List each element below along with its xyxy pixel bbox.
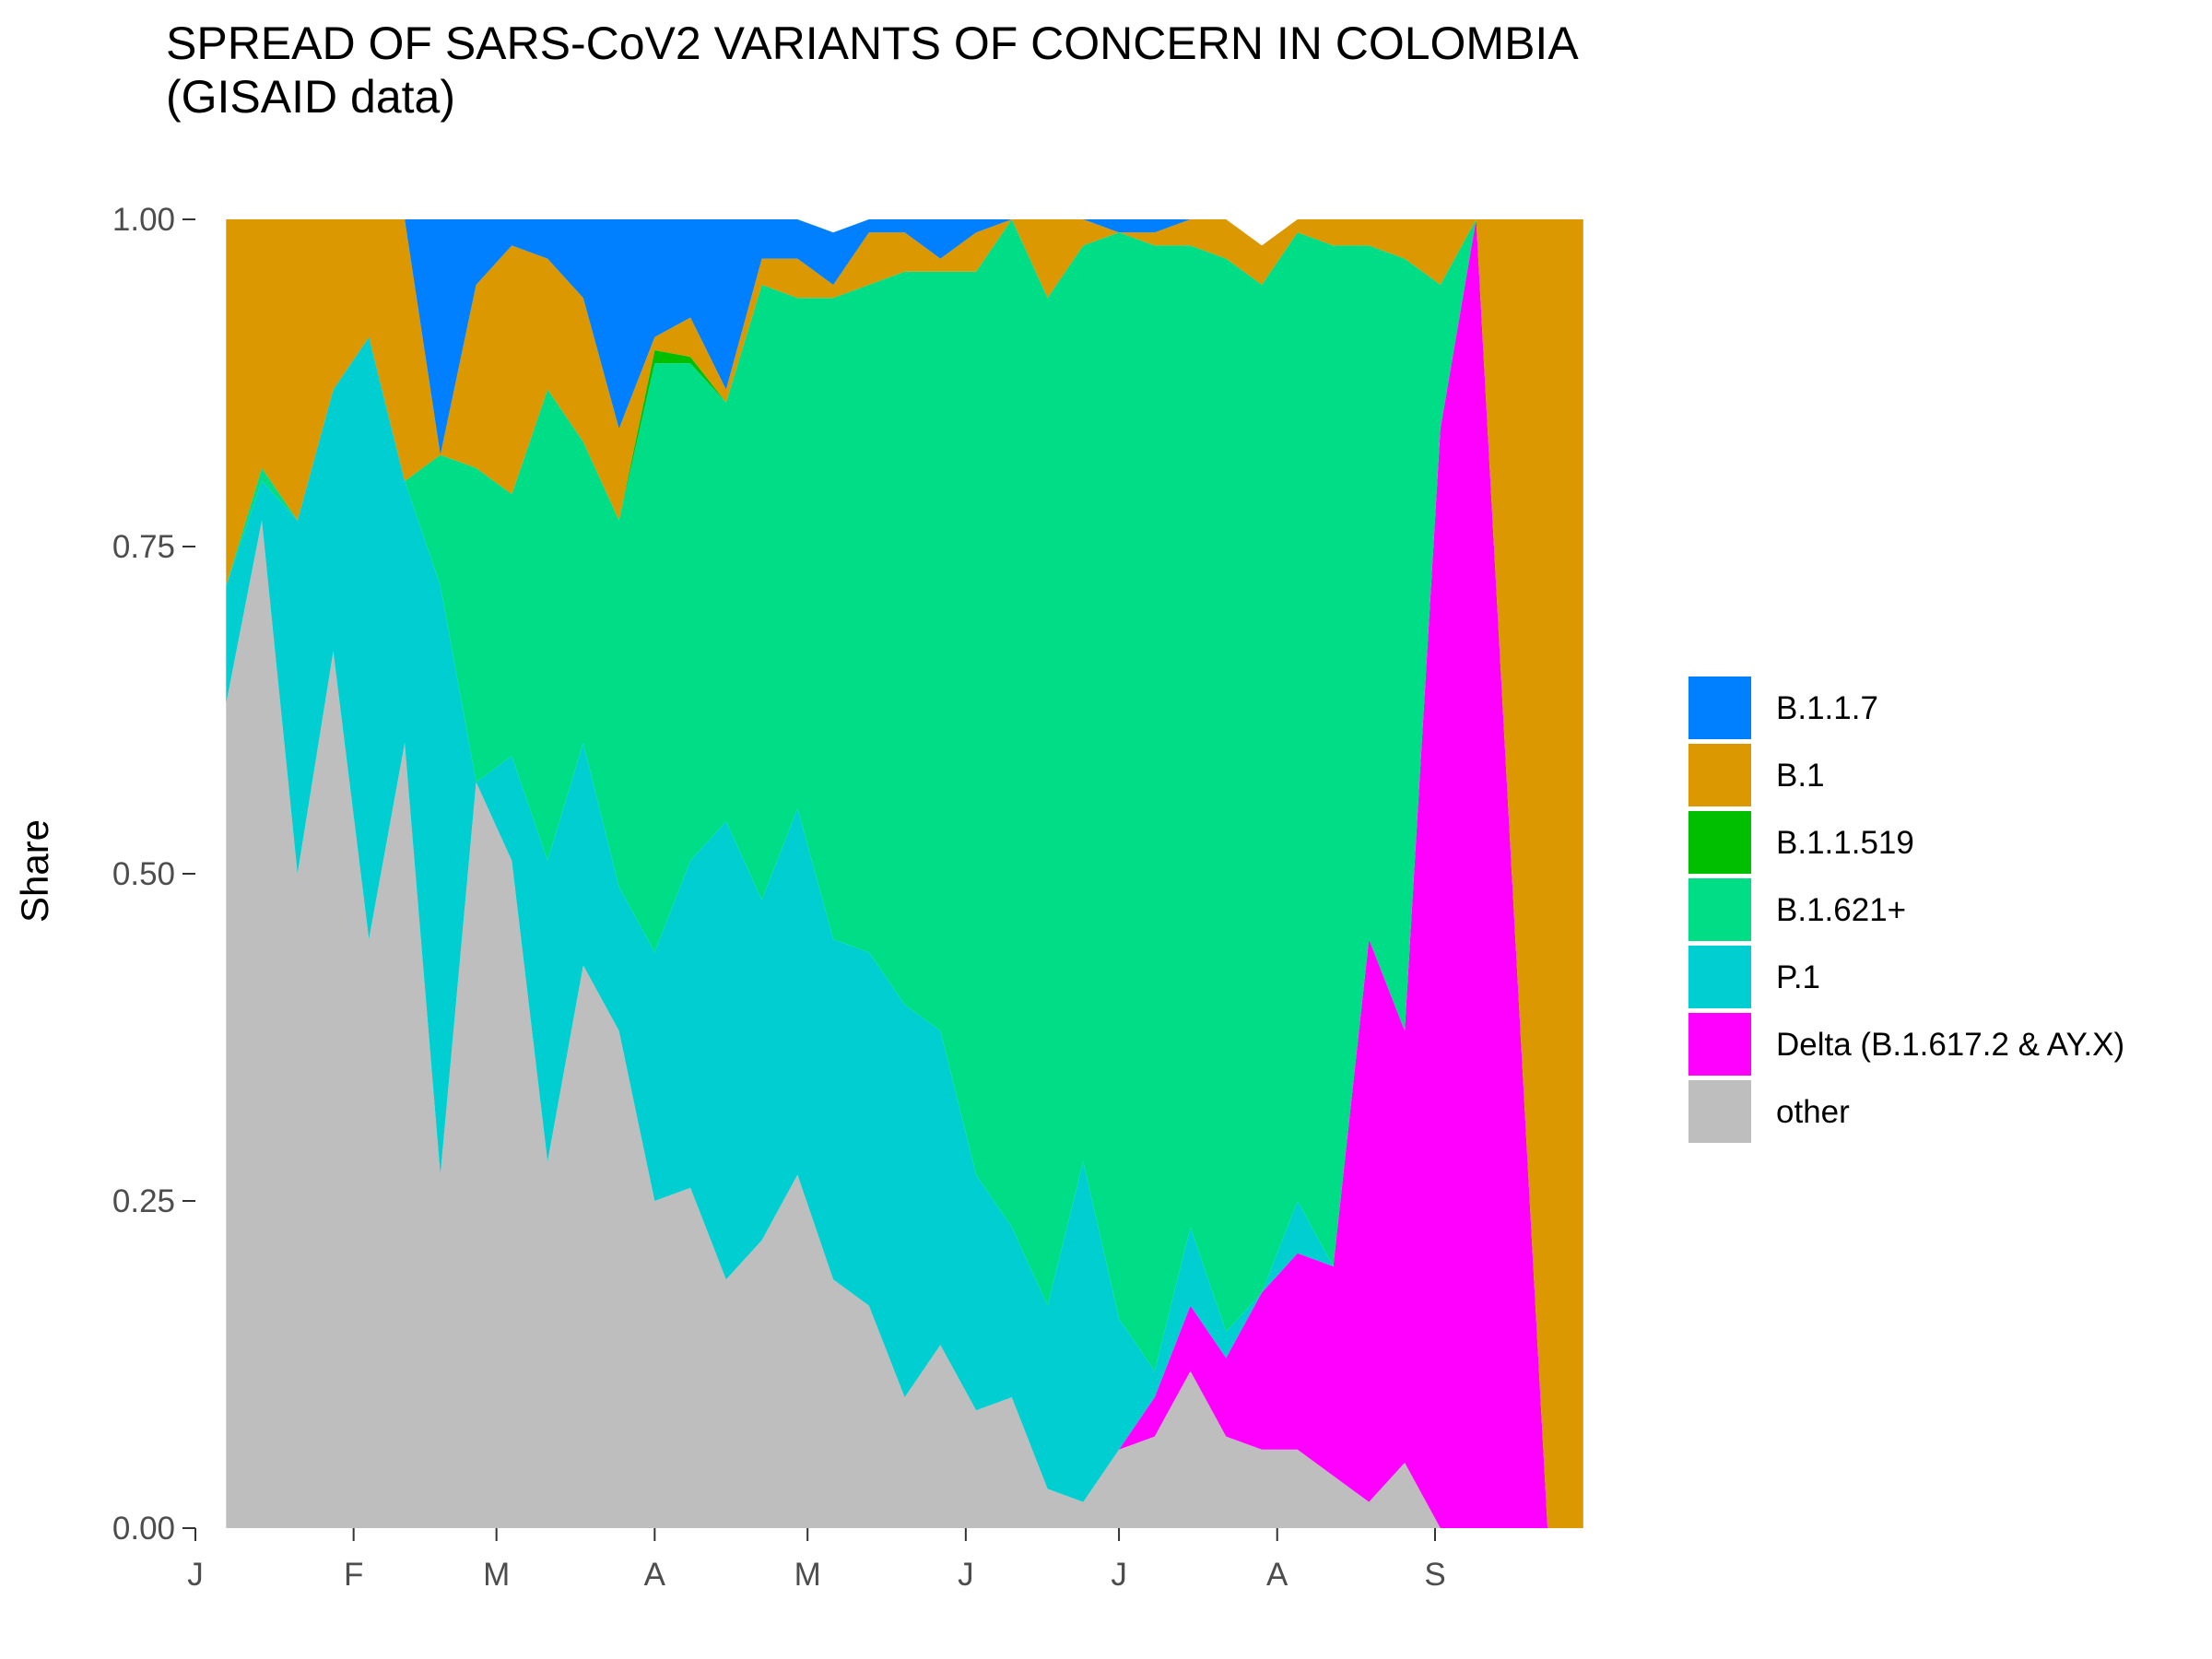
x-tick-label: A bbox=[644, 1557, 666, 1593]
y-tick-label: 0.50 bbox=[112, 856, 175, 892]
x-tick-label: M bbox=[483, 1557, 510, 1593]
area-series-p-1 bbox=[226, 219, 1583, 1528]
x-tick-label: J bbox=[187, 1557, 204, 1593]
y-tick-label: 1.00 bbox=[112, 202, 175, 238]
legend-key-p-1 bbox=[1688, 946, 1751, 1008]
stacked-areas bbox=[226, 219, 1583, 1528]
legend-key-b-1-1-519 bbox=[1688, 811, 1751, 874]
y-axis: 0.00 0.25 0.50 0.75 1.00 bbox=[112, 202, 195, 1547]
x-tick-label: S bbox=[1424, 1557, 1445, 1593]
legend-label-b-1-1-519: B.1.1.519 bbox=[1776, 825, 1914, 861]
legend-label-b-1: B.1 bbox=[1776, 758, 1825, 794]
x-tick-label: F bbox=[344, 1557, 363, 1593]
legend-key-b-1-1-7 bbox=[1688, 677, 1751, 739]
area-series-other bbox=[226, 520, 1583, 1528]
area-series-delta-b-1-617-2-ay-x bbox=[226, 219, 1583, 1528]
x-tick-label: J bbox=[958, 1557, 974, 1593]
legend-label-delta-b-1-617-2-ay-x: Delta (B.1.617.2 & AY.X) bbox=[1776, 1027, 2124, 1063]
legend-label-b-1-621: B.1.621+ bbox=[1776, 892, 1906, 928]
x-tick-label: J bbox=[1111, 1557, 1127, 1593]
y-axis-title: Share bbox=[13, 819, 56, 923]
legend-label-b-1-1-7: B.1.1.7 bbox=[1776, 690, 1878, 726]
y-tick-label: 0.25 bbox=[112, 1183, 175, 1219]
legend-key-other bbox=[1688, 1080, 1751, 1143]
x-tick-label: M bbox=[794, 1557, 821, 1593]
legend-label-p-1: P.1 bbox=[1776, 959, 1820, 995]
y-tick-label: 0.75 bbox=[112, 529, 175, 565]
x-tick-label: A bbox=[1266, 1557, 1288, 1593]
chart-title: SPREAD OF SARS-CoV2 VARIANTS OF CONCERN … bbox=[166, 18, 1579, 123]
legend-label-other: other bbox=[1776, 1094, 1850, 1130]
area-series-b-1-621 bbox=[226, 219, 1583, 1528]
legend-key-b-1 bbox=[1688, 744, 1751, 806]
legend: B.1.1.7 B.1 B.1.1.519 B.1.621+ P.1 Delta (B.1… bbox=[1688, 677, 2124, 1143]
y-tick-label: 0.00 bbox=[112, 1511, 175, 1547]
legend-key-b-1-621 bbox=[1688, 878, 1751, 941]
legend-key-delta-b-1-617-2-ay-x bbox=[1688, 1013, 1751, 1076]
